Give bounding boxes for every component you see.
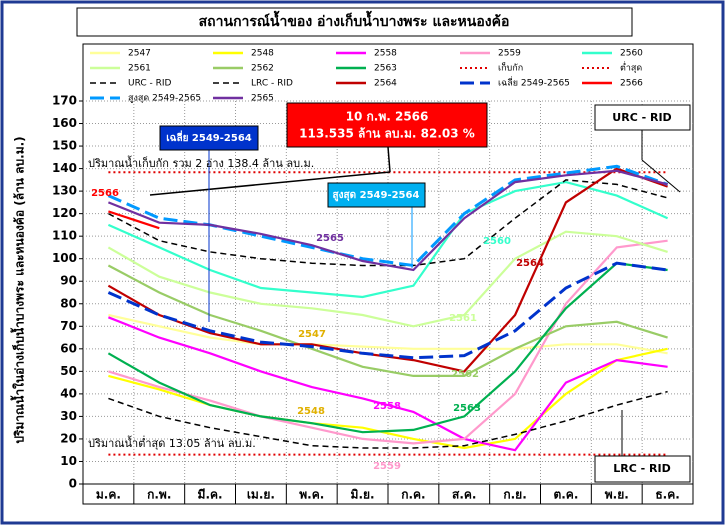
- x-tick-label: ก.ค.: [401, 488, 425, 502]
- annotation: 10 ก.พ. 2566: [346, 110, 429, 124]
- y-axis-label: ปริมาณน้ำในอ่างเก็บน้ำบางพระ และหนองค้อ …: [10, 136, 27, 443]
- legend-label: 2562: [251, 64, 274, 74]
- series-line: [107, 230, 668, 328]
- line-label: 2560: [483, 236, 511, 247]
- line-label: 2563: [453, 403, 481, 414]
- series-line: [108, 210, 160, 230]
- annotation: เฉลี่ย 2549-2564: [166, 130, 252, 144]
- x-tick-label: พ.ค.: [299, 488, 324, 502]
- y-tick-label: 80: [60, 296, 77, 310]
- x-tick-label: ส.ค.: [452, 488, 476, 502]
- y-tick-label: 60: [60, 341, 77, 355]
- annotation-box: [327, 182, 426, 208]
- legend-label: 2548: [251, 49, 274, 59]
- series-line: [108, 179, 668, 267]
- legend-label: 2547: [128, 49, 151, 59]
- leader: [641, 159, 681, 193]
- y-tick-label: 90: [60, 274, 77, 288]
- x-tick-label: ก.พ.: [147, 488, 171, 502]
- line-label: 2547: [298, 329, 326, 340]
- y-tick-label: 150: [52, 139, 77, 153]
- x-tick-label: ธ.ค.: [655, 488, 679, 502]
- x-tick-label: ม.ค.: [96, 488, 121, 502]
- y-tick-label: 140: [52, 161, 77, 175]
- legend-label: ต่ำสุด: [620, 61, 642, 74]
- y-tick-label: 70: [60, 319, 77, 333]
- series-line: [108, 390, 668, 449]
- y-tick-label: 170: [52, 94, 77, 108]
- annotation: สูงสุด 2549-2564: [333, 190, 420, 202]
- legend-label: 2561: [128, 64, 151, 74]
- y-tick-label: 50: [60, 364, 77, 378]
- x-tick-label: พ.ย.: [605, 488, 629, 502]
- line-label: 2561: [449, 313, 477, 324]
- legend-label: สูงสุด 2549-2565: [128, 94, 201, 104]
- line-label: 2548: [297, 406, 325, 417]
- y-tick-label: 110: [52, 229, 77, 243]
- series-line: [107, 180, 669, 299]
- leader: [387, 146, 391, 173]
- y-tick-label: 40: [60, 386, 77, 400]
- legend-label: URC - RID: [128, 79, 172, 89]
- series-line: [107, 262, 668, 434]
- legend-label: เฉลี่ย 2549-2565: [498, 76, 570, 89]
- annotation: ปริมาณน้ำเก็บกัก รวม 2 อ่าง 138.4 ล้าน ล…: [88, 155, 314, 170]
- annotation-box: [286, 102, 488, 148]
- y-tick-label: 0: [69, 477, 77, 491]
- legend-label: เก็บกัก: [498, 61, 523, 74]
- annotation: 113.535 ล้าน ลบ.ม. 82.03 %: [299, 127, 475, 141]
- series-line: [107, 164, 669, 268]
- y-tick-label: 100: [52, 251, 77, 265]
- series-line: [107, 261, 668, 360]
- x-tick-label: เม.ย.: [247, 488, 275, 502]
- y-tick-label: 120: [52, 206, 77, 220]
- legend-label: 2565: [251, 94, 274, 104]
- line-label: 2566: [91, 188, 119, 199]
- line-label: 2558: [373, 401, 401, 412]
- title-box: [76, 7, 633, 37]
- y-tick-label: 30: [60, 409, 77, 423]
- annotation-box: [594, 104, 691, 131]
- y-tick-label: 10: [60, 454, 77, 468]
- line-label: 2564: [516, 258, 544, 269]
- series-line: [108, 313, 668, 355]
- annotation: ปริมาณน้ำต่ำสุด 13.05 ล้าน ลบ.ม.: [88, 435, 256, 450]
- x-tick-label: ก.ย.: [503, 488, 526, 502]
- x-tick-label: มิ.ย.: [351, 488, 375, 502]
- legend-label: 2559: [498, 49, 521, 59]
- legend-label: 2560: [620, 49, 643, 59]
- x-tick-label: มี.ค.: [198, 488, 223, 502]
- series-line: [108, 239, 668, 445]
- chart-title: สถานการณ์น้ำของ อ่างเก็บน้ำบางพระ และหนอ…: [199, 10, 510, 30]
- annotation-box: [159, 125, 259, 151]
- series-line: [107, 169, 668, 272]
- legend-label: 2558: [374, 49, 397, 59]
- y-tick-label: 160: [52, 116, 77, 130]
- legend-label: LRC - RID: [251, 79, 293, 89]
- series-line: [107, 316, 668, 452]
- annotation: LRC - RID: [613, 462, 670, 475]
- x-tick-label: ต.ค.: [553, 488, 578, 502]
- legend-label: 2566: [620, 79, 643, 89]
- y-tick-label: 130: [52, 184, 77, 198]
- y-tick-label: 20: [60, 431, 77, 445]
- annotation-box: [594, 455, 691, 483]
- leader: [149, 171, 391, 196]
- line-label: 2559: [373, 461, 401, 472]
- line-label: 2562: [451, 369, 479, 380]
- legend-label: 2564: [374, 79, 397, 89]
- line-label: 2565: [316, 233, 344, 244]
- series-line: [107, 264, 668, 377]
- annotation: URC - RID: [612, 111, 671, 124]
- legend-label: 2563: [374, 64, 397, 74]
